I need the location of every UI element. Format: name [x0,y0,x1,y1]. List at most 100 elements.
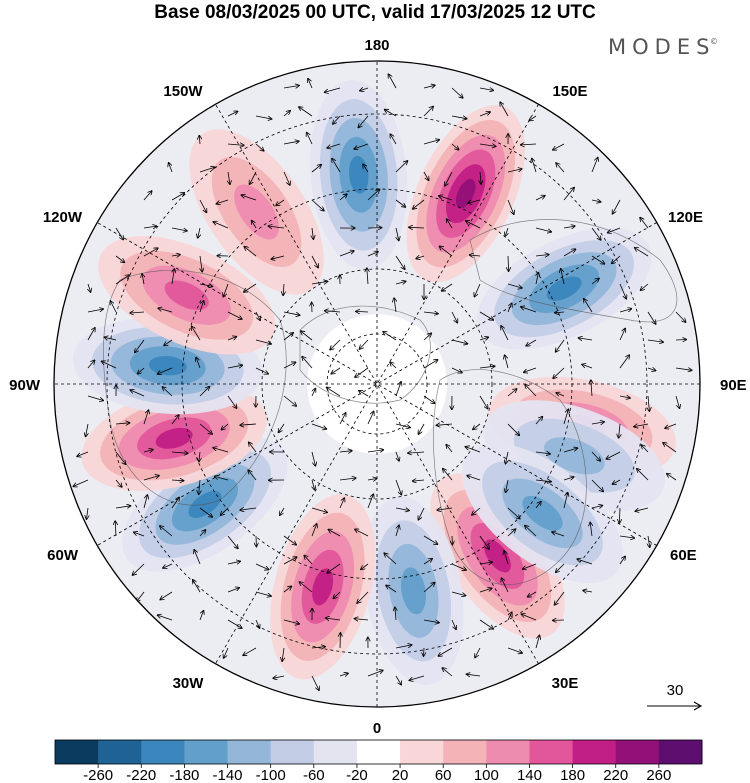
wind-arrow [553,367,565,378]
wind-arrow [198,227,200,238]
wind-arrow [413,480,425,481]
wind-arrow [675,340,686,341]
wind-arrow [647,311,656,324]
wind-arrow [590,523,592,537]
wind-arrow [408,452,425,453]
wind-arrow [423,535,438,544]
wind-arrow [199,451,200,462]
wind-arrow [199,284,213,286]
wind-arrow [555,312,565,313]
wind-arrow [162,387,173,397]
wind-arrow [283,619,299,624]
wind-arrow [194,550,201,565]
wind-arrow [312,479,315,490]
wind-arrow [535,227,551,232]
wind-arrow [591,380,592,397]
wind-arrow [634,424,649,427]
wind-arrow [613,479,621,484]
wind-arrow [423,395,435,403]
colorbar-tick-label: 60 [435,767,452,783]
wind-arrow [418,423,425,434]
longitude-label-120w: 120W [43,209,83,226]
colorbar-swatch [227,740,272,764]
colorbar-swatch [615,740,660,764]
longitude-label-150w: 150W [163,83,203,100]
wind-arrow [525,526,537,537]
wind-arrow [479,562,492,564]
wind-arrow [143,476,159,481]
wind-arrow [529,115,537,121]
wind-arrow [199,387,209,397]
wind-arrow [507,507,520,519]
colorbar-swatch [486,740,530,764]
wind-arrow [282,647,284,661]
colorbar-tick-label: 100 [474,767,499,783]
wind-arrow [584,299,593,313]
wind-arrow [283,535,296,545]
map-title: Base 08/03/2025 00 UTC, valid 17/03/2025… [154,2,596,23]
wind-arrow [521,144,537,145]
wind-arrow [283,311,300,315]
wind-arrow [227,144,244,145]
wind-arrow [158,308,173,313]
wind-arrow [87,507,89,519]
wind-arrow [507,423,519,435]
contour-level [312,568,334,606]
wind-arrow [521,614,537,621]
wind-arrow [479,112,490,117]
coastline [299,305,431,404]
wind-arrow [361,563,369,569]
wind-arrow [385,110,397,117]
colorbar: -260 -220 -180 -140 -100 -60 -20 20 60 100 140 180 2… [54,739,703,783]
wind-arrow [395,675,401,685]
wind-arrow [577,559,593,565]
wind-arrow [479,366,495,368]
wind-arrow [227,535,238,548]
wind-arrow [115,275,129,285]
wind-arrow [479,311,493,320]
wind-arrow [563,249,576,257]
wind-arrow [301,331,313,341]
wind-arrow [437,508,453,510]
wind-arrow [591,278,599,285]
wind-arrow [171,227,187,231]
wind-arrow [311,423,326,429]
wind-arrow [507,389,517,397]
wind-arrow [240,508,257,510]
wind-arrow [396,227,399,241]
contour-level [164,280,209,311]
reference-arrowhead [693,701,703,711]
wind-arrow [507,529,516,537]
wind-arrow [563,226,575,228]
wind-arrow [363,164,369,173]
wind-arrow [423,107,433,117]
wind-arrow [395,525,399,537]
wind-arrow [327,563,341,573]
wind-arrow [524,367,537,372]
wind-arrow [255,311,260,320]
wind-arrow [221,507,229,515]
wind-arrow [395,382,401,397]
colorbar-tick-label: -220 [126,767,156,783]
wind-arrow [367,412,374,425]
colorbar-tick-label: -60 [303,767,325,783]
contour-level [155,427,193,449]
wind-arrow [663,443,677,453]
wind-arrow [333,591,341,598]
wind-arrow [104,337,117,340]
wind-arrow [409,227,425,228]
wind-arrow [613,199,621,214]
wind-arrow [327,387,341,397]
wind-arrow [667,474,677,481]
wind-arrow [171,480,184,481]
wind-arrow [87,360,95,369]
wind-arrow [442,283,453,291]
wind-arrow [556,393,565,396]
wind-arrow [523,563,537,569]
wind-arrow [252,221,257,229]
wind-arrow [606,451,621,459]
wind-arrow [413,199,425,209]
wind-arrow [283,86,299,89]
wind-arrow [241,195,257,201]
wind-arrow [160,591,173,600]
